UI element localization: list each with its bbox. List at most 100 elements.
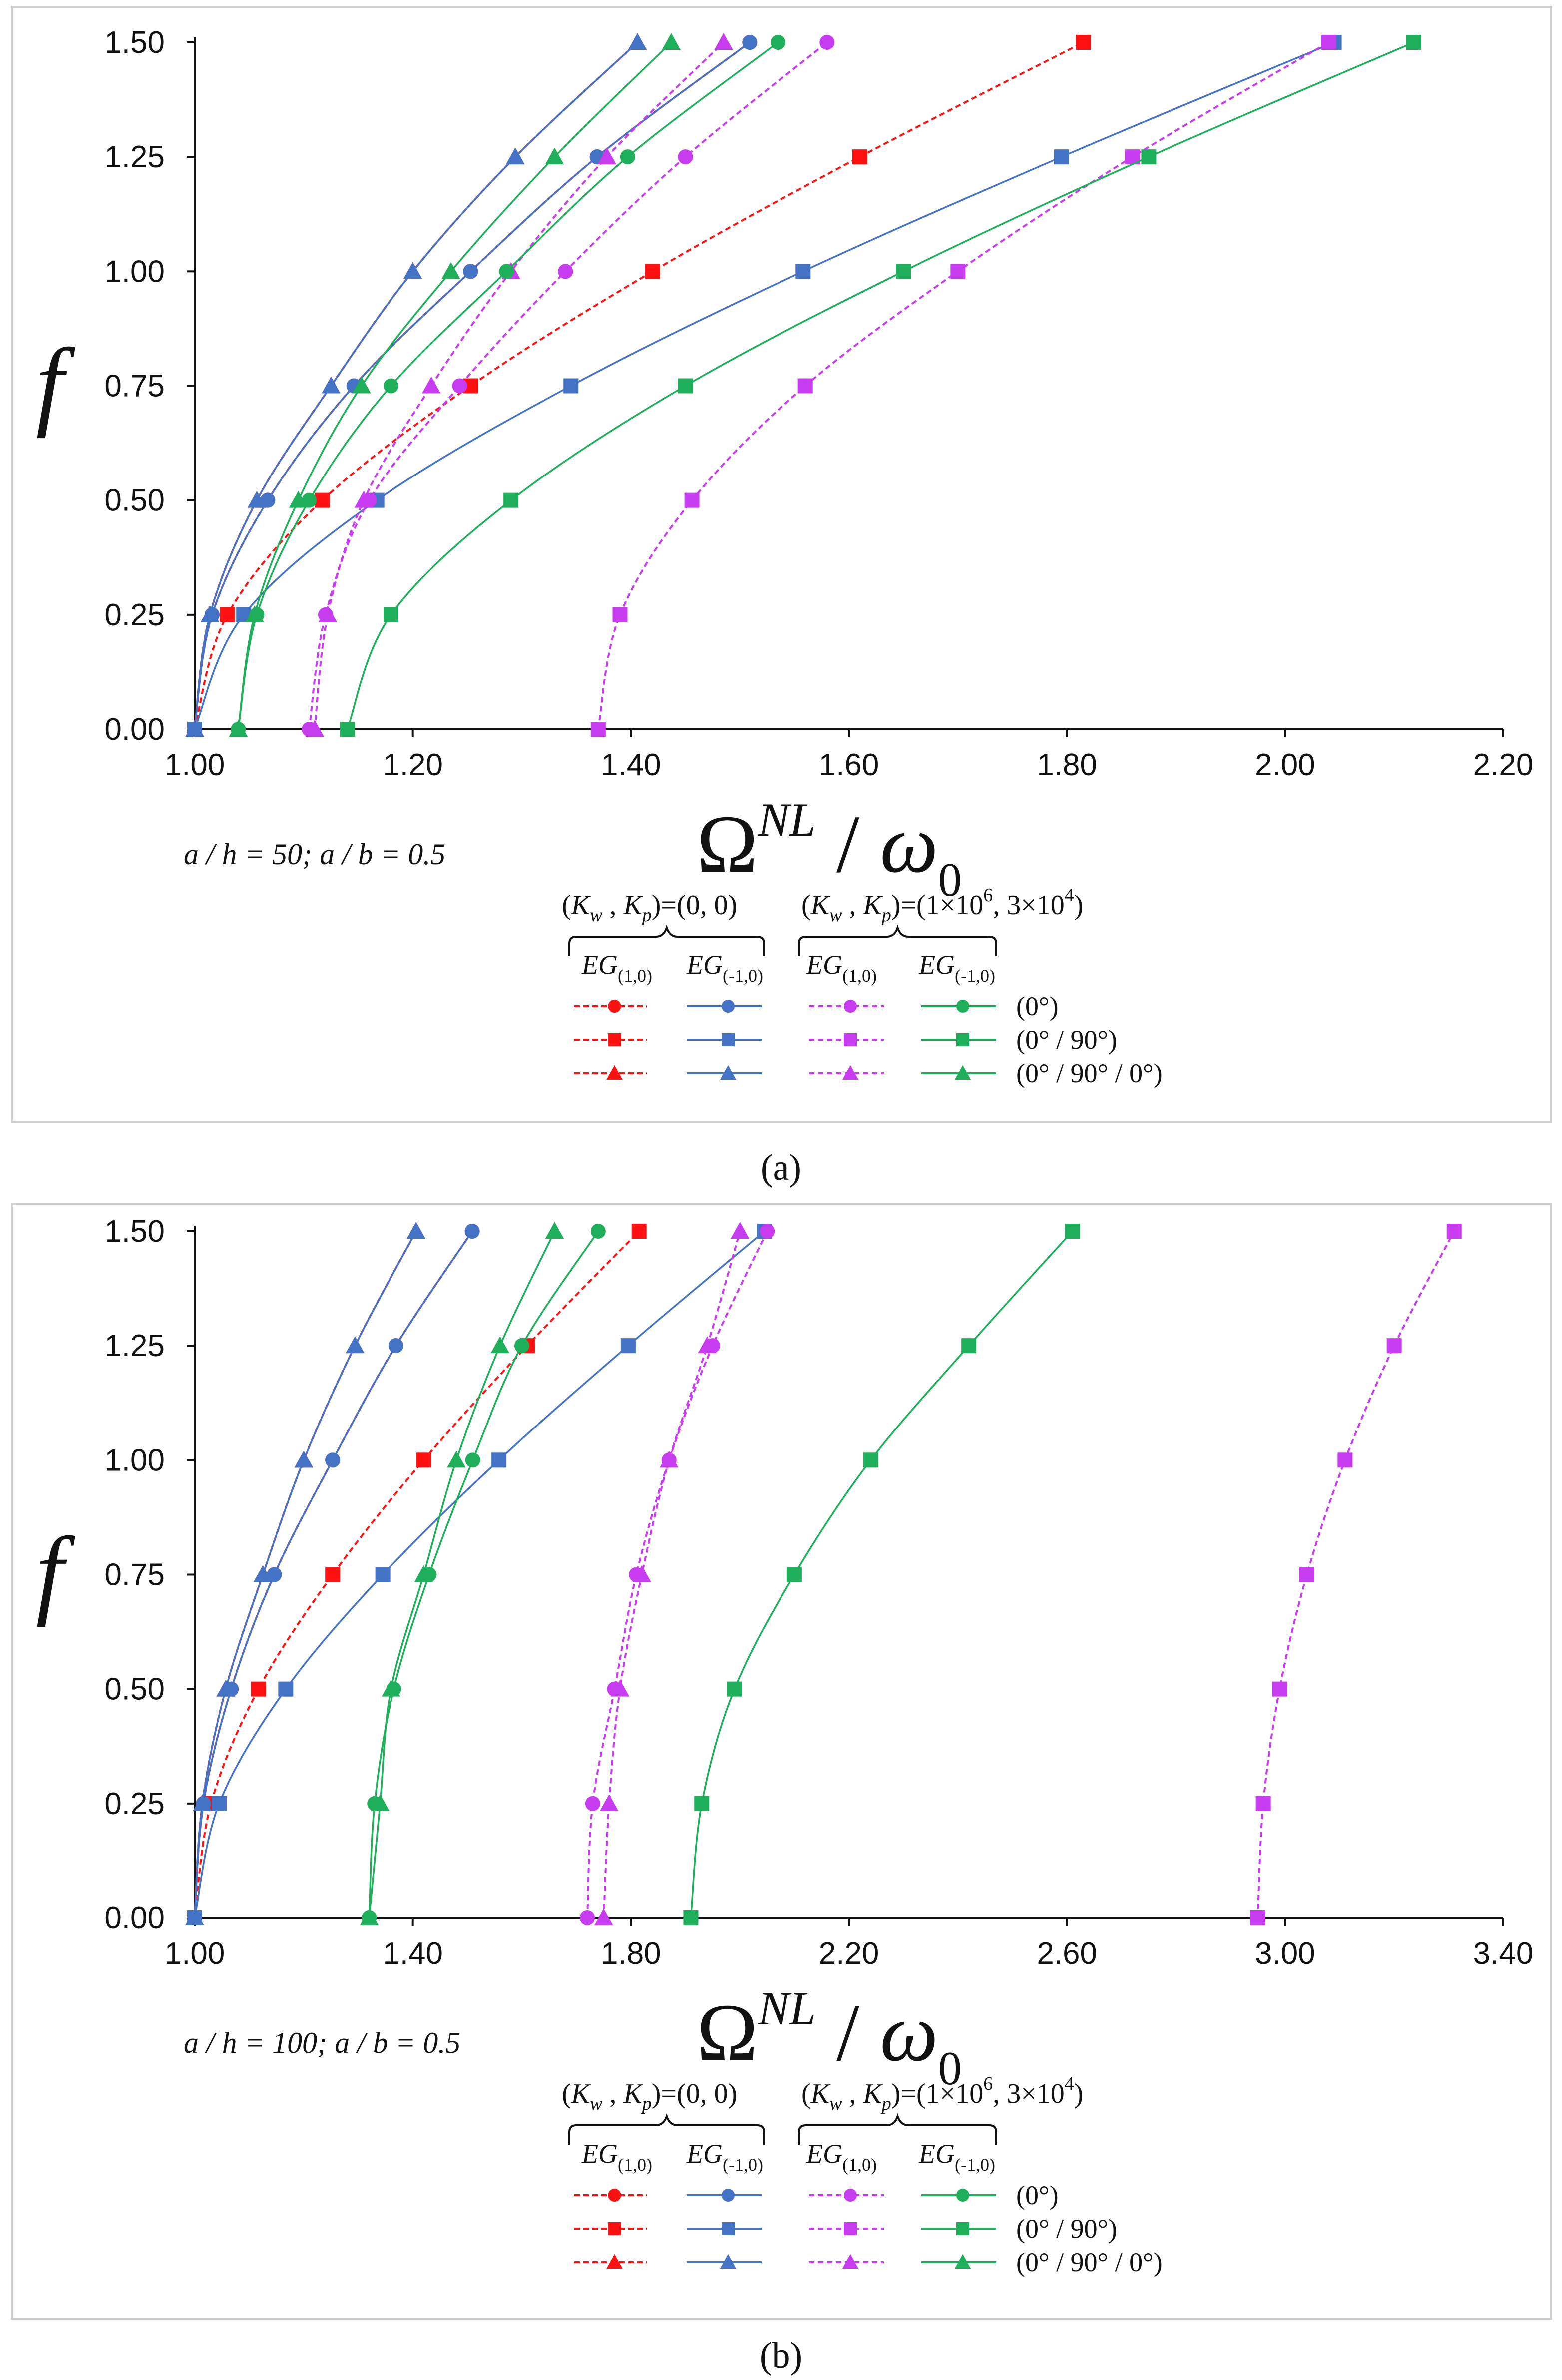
data-point [416, 1452, 431, 1468]
data-point [1272, 1681, 1287, 1697]
text-part: 4 [1065, 2073, 1074, 2094]
data-point [514, 1338, 529, 1354]
legend-row-label: (0° / 90°) [1016, 2214, 1117, 2244]
y-tick-label: 1.00 [104, 1443, 165, 1477]
text-part: EG [686, 950, 723, 980]
legend-group2-header: (Kw , Kp)=(1×106, 3×104) [801, 885, 1083, 926]
legend-column-label: EG(1,0) [581, 2139, 652, 2175]
x-axis-label: ΩNL / ω0 [697, 1982, 962, 2095]
legend-row-label: (0° / 90°) [1016, 1025, 1117, 1055]
data-point [590, 722, 606, 737]
legend-marker-sample [956, 2222, 969, 2235]
legend-marker-sample [954, 2254, 971, 2269]
legend-marker-sample [844, 2222, 857, 2235]
text-part: (1,0) [618, 2155, 652, 2175]
text-part: ( [801, 2078, 811, 2109]
text-part: K [810, 2078, 831, 2109]
data-point [499, 264, 514, 279]
text-part: 6 [983, 2073, 993, 2094]
data-point [760, 1224, 775, 1239]
panel-a-frame [11, 6, 1552, 1123]
legend-marker-sample [608, 2189, 621, 2202]
data-point [490, 1336, 510, 1354]
x-tick-label: 1.80 [1037, 748, 1097, 782]
x-tick-label: 1.20 [383, 748, 443, 782]
data-point [610, 1679, 630, 1697]
data-point [267, 1567, 282, 1582]
series-magenta-triangle [594, 1222, 750, 1925]
data-point [229, 720, 248, 737]
data-point [594, 1908, 613, 1925]
data-point [786, 1567, 802, 1582]
text-part: NL [758, 1982, 816, 2035]
legend-brace [798, 2113, 997, 2145]
text-part: p [880, 905, 891, 926]
text-part: EG [686, 2139, 723, 2169]
text-part: , [602, 2078, 623, 2109]
data-point [1446, 1224, 1462, 1239]
data-point [354, 490, 374, 508]
series-line [347, 41, 1414, 730]
legend-column-label: EG(-1,0) [686, 2139, 763, 2175]
x-tick-label: 1.40 [601, 748, 661, 782]
legend-marker-sample [844, 2189, 857, 2202]
text-part: 6 [983, 885, 993, 906]
data-point [325, 1452, 341, 1468]
legend-marker-sample [954, 1065, 971, 1080]
text-part: Ω [697, 1987, 758, 2078]
legend-marker-sample [608, 2222, 621, 2235]
data-point [371, 1794, 390, 1811]
legend-brace [568, 924, 765, 956]
text-part: / [816, 798, 880, 890]
data-point [819, 35, 835, 50]
legend-marker-sample [720, 2254, 737, 2269]
series-magenta-square [590, 35, 1336, 737]
legend-brace [568, 2113, 765, 2145]
data-point [620, 149, 635, 165]
text-part: w [829, 905, 842, 926]
legend-marker-sample [722, 1033, 735, 1046]
legend-marker-sample [956, 1033, 969, 1046]
data-point [628, 33, 647, 50]
x-tick-label: 3.40 [1473, 1936, 1534, 1971]
text-part: EG [806, 950, 842, 980]
data-point [388, 1338, 403, 1354]
data-point [612, 607, 628, 622]
y-tick-label: 0.50 [104, 483, 165, 518]
data-point [289, 490, 308, 508]
data-point [1406, 35, 1421, 50]
text-part: (1,0) [842, 966, 877, 986]
data-point [216, 1679, 235, 1697]
data-point [406, 1222, 425, 1239]
text-part: (1,0) [842, 2155, 877, 2175]
text-part: EG [918, 2139, 955, 2169]
series-magenta-triangle [305, 33, 733, 737]
text-part: ω [880, 798, 938, 890]
text-part: (-1,0) [723, 966, 763, 986]
data-point [563, 378, 579, 394]
text-part: EG [918, 950, 955, 980]
legend-marker-sample [956, 2189, 969, 2202]
data-point [863, 1452, 878, 1468]
data-point [340, 722, 355, 737]
y-tick-label: 0.00 [104, 712, 165, 747]
series-blue-triangle [185, 33, 647, 737]
text-part: (-1,0) [955, 2155, 995, 2175]
x-axis-label: ΩNL / ω0 [697, 793, 962, 906]
data-point [795, 264, 811, 279]
data-point [852, 149, 867, 165]
data-point [727, 1681, 742, 1697]
series-green-square [340, 35, 1421, 737]
text-part: K [623, 890, 643, 921]
data-point [580, 1910, 595, 1925]
legend: (Kw , Kp)=(0, 0) (Kw , Kp)=(1×106, 3×104)… [562, 885, 1163, 1088]
series-line [194, 41, 1084, 730]
data-point [684, 492, 700, 508]
x-tick-label: 2.60 [1037, 1936, 1097, 1971]
text-part: ) [1074, 2078, 1084, 2109]
data-point [441, 262, 460, 279]
text-part: EG [581, 2139, 618, 2169]
text-part: , 3×10 [993, 2078, 1065, 2109]
data-point [645, 264, 660, 279]
data-point [384, 378, 398, 394]
